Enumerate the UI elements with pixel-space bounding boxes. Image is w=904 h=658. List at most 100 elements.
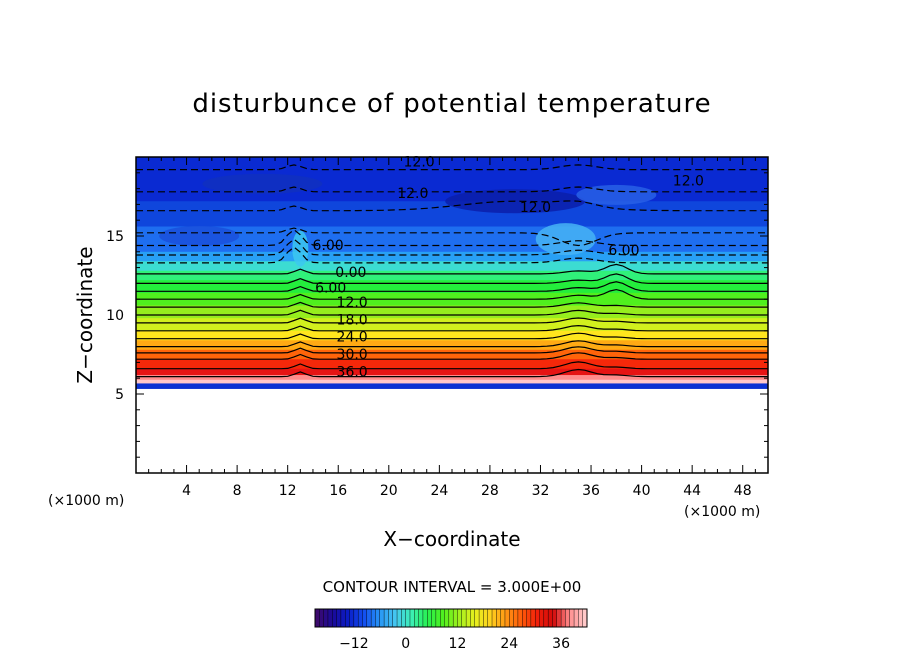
x-tick-label: 28: [481, 483, 499, 499]
colorbar-cell: [379, 608, 385, 628]
colorbar-cell: [457, 608, 463, 628]
contour-line: [136, 273, 768, 284]
colorbar-cell: [366, 608, 372, 628]
x-axis-ticks: 4 8 12 16 20 24 28 32 36 40 44 48: [148, 157, 756, 499]
colorbar-cell: [422, 608, 428, 628]
colorbar-cell: [340, 608, 346, 628]
colorbar-cell: [414, 608, 420, 628]
colorbar-cell: [427, 608, 432, 628]
field-band: [136, 349, 768, 360]
colorbar-cell: [392, 608, 398, 628]
colorbar-cell: [530, 608, 536, 628]
field-blob: [159, 226, 240, 246]
contour-line: [136, 324, 768, 332]
colorbar-cell: [435, 608, 441, 628]
colorbar-ticks: −12 0 12 24 36: [339, 636, 570, 652]
y-tick-label: 5: [115, 387, 124, 403]
colorbar-cell: [569, 608, 575, 628]
colorbar-cell: [401, 608, 407, 628]
field-band: [136, 270, 768, 281]
colorbar-tick-label: 12: [449, 636, 467, 652]
field-band: [136, 261, 768, 272]
colorbar-tick-label: 24: [500, 636, 518, 652]
contour-line-negative: [136, 227, 768, 247]
contour-interval-label: CONTOUR INTERVAL = 3.000E+00: [323, 578, 582, 596]
colorbar-cell: [565, 608, 571, 628]
contour-label: 18.0: [337, 312, 368, 328]
colorbar-tick-label: 0: [401, 636, 410, 652]
x-unit-right: (×1000 m): [684, 504, 760, 520]
colorbar-cell: [448, 608, 454, 628]
colorbar-cell: [336, 608, 342, 628]
x-tick-label: 12: [279, 483, 297, 499]
field-band: [136, 318, 768, 332]
contour-line: [136, 361, 768, 370]
contour-line: [136, 263, 768, 275]
colorbar-cell: [465, 608, 471, 628]
colorbar-cell: [552, 608, 558, 628]
field-band: [136, 379, 768, 384]
colorbar-cell: [440, 608, 445, 628]
colorbar-cell: [509, 608, 515, 628]
colorbar-cell: [396, 608, 402, 628]
contour-line: [136, 288, 768, 300]
colorbar: [314, 608, 588, 628]
contour-line: [136, 309, 768, 316]
contour-line: [136, 346, 768, 354]
field-band: [136, 375, 768, 381]
colorbar-tick-label: −12: [339, 636, 369, 652]
colorbar-cell: [323, 608, 329, 628]
y-tick-label: 10: [106, 308, 124, 324]
colorbar-cell: [547, 608, 553, 628]
x-tick-label: 36: [582, 483, 600, 499]
contour-label: 6.00: [313, 238, 344, 254]
colorbar-cell: [573, 608, 579, 628]
colorbar-cell: [560, 608, 566, 628]
field-blob: [576, 184, 657, 205]
x-tick-label: 32: [532, 483, 550, 499]
field-blob: [202, 173, 323, 194]
colorbar-cell: [500, 608, 506, 628]
colorbar-cell: [470, 608, 476, 628]
colorbar-cell: [405, 608, 411, 628]
field-band: [136, 330, 768, 341]
colorbar-cell: [314, 608, 320, 628]
colorbar-cell: [383, 608, 389, 628]
colorbar-cell: [353, 608, 359, 628]
x-axis-title: X−coordinate: [383, 527, 520, 551]
colorbar-cell: [461, 608, 467, 628]
colorbar-cell: [332, 608, 337, 628]
colorbar-cell: [504, 608, 510, 628]
colorbar-cell: [522, 608, 527, 628]
contour-line: [136, 368, 768, 378]
x-tick-label: 24: [430, 483, 448, 499]
colorbar-cell: [543, 608, 549, 628]
field-band: [136, 226, 768, 253]
contour-line: [136, 317, 768, 324]
x-tick-label: 16: [329, 483, 347, 499]
x-tick-label: 40: [633, 483, 651, 499]
contour-label: 12.0: [397, 186, 428, 202]
contour-label: 12.0: [337, 295, 368, 311]
chart-title: disturbunce of potential temperature: [192, 89, 711, 119]
y-axis-ticks: 5 10 15: [106, 172, 768, 458]
y-tick-label: 15: [106, 229, 124, 245]
colorbar-cell: [319, 608, 325, 628]
contour-line-negative: [136, 186, 768, 193]
x-tick-label: 48: [734, 483, 752, 499]
contour-line-negative: [136, 200, 768, 212]
colorbar-cell: [474, 608, 480, 628]
colorbar-cell: [388, 608, 394, 628]
colorbar-cell: [487, 608, 493, 628]
x-tick-label: 20: [380, 483, 398, 499]
contour-lines: [136, 164, 768, 378]
contour-label: 6.00: [315, 281, 346, 297]
x-tick-label: 4: [182, 483, 191, 499]
colorbar-cell: [496, 608, 502, 628]
field-band: [136, 305, 768, 319]
colorbar-cell: [418, 608, 424, 628]
x-unit-left: (×1000 m): [48, 493, 124, 509]
contour-line: [136, 340, 768, 348]
colorbar-cell: [513, 608, 519, 628]
x-tick-label: 44: [683, 483, 701, 499]
